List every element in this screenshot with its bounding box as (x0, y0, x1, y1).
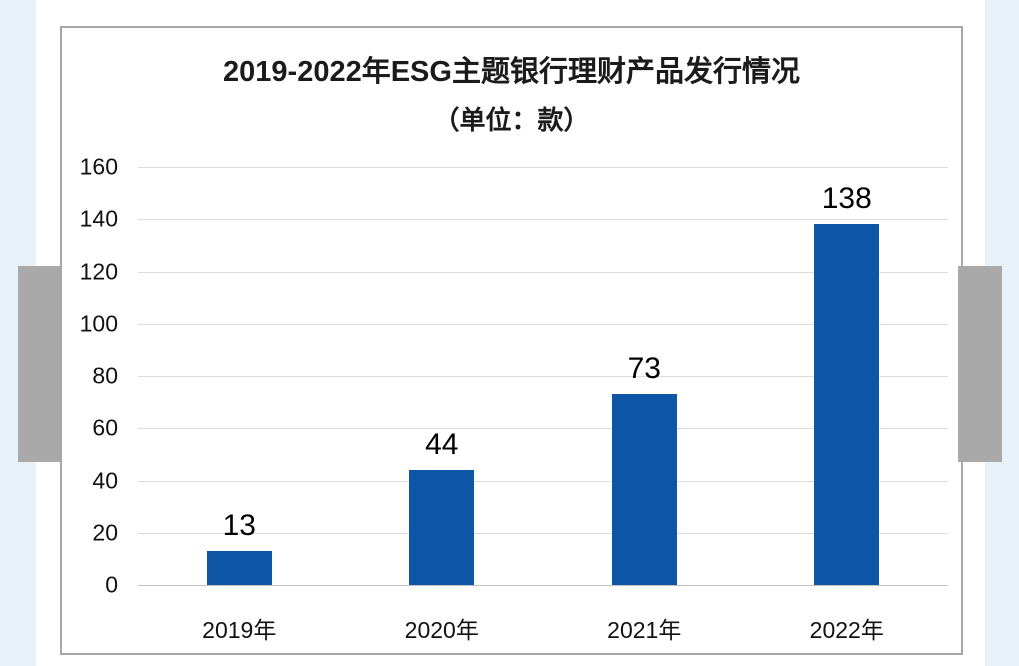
y-tick-label-140: 140 (79, 205, 118, 232)
gridline-0 (138, 585, 948, 586)
bar-value-label-2021年: 73 (627, 352, 661, 386)
y-tick-label-160: 160 (79, 153, 118, 180)
carousel-handle-right[interactable] (958, 266, 1002, 462)
chart-title: 2019-2022年ESG主题银行理财产品发行情况 (223, 56, 800, 88)
gridline-140 (138, 219, 948, 221)
gridline-20 (138, 532, 948, 534)
bar-value-label-2022年: 138 (821, 182, 872, 216)
chart-subtitle: （单位：款） (433, 105, 590, 135)
bar-2022年 (814, 224, 880, 585)
carousel-handle-left[interactable] (18, 266, 62, 462)
x-tick-label-2021年: 2021年 (607, 617, 682, 643)
bar-2019年 (206, 551, 272, 585)
y-tick-label-120: 120 (79, 258, 118, 284)
bar-2021年 (611, 394, 677, 585)
gridline-160 (138, 167, 948, 168)
y-tick-label-80: 80 (92, 362, 118, 389)
gridline-100 (138, 323, 948, 325)
x-tick-label-2020年: 2020年 (404, 617, 479, 643)
x-tick-label-2022年: 2022年 (809, 617, 884, 643)
chart-frame: 2019-2022年ESG主题银行理财产品发行情况 （单位：款） 0 20 40 60… (60, 26, 963, 655)
bar-value-label-2019年: 13 (222, 509, 256, 543)
bar-value-label-2020年: 44 (425, 428, 459, 462)
y-tick-label-60: 60 (92, 414, 118, 441)
y-tick-label-20: 20 (92, 519, 118, 546)
y-tick-label-40: 40 (92, 467, 118, 493)
gridline-40 (138, 480, 948, 482)
y-tick-label-0: 0 (105, 571, 118, 598)
y-tick-label-100: 100 (79, 310, 118, 337)
plot-area: 0 20 40 60 80 100 120 140 160 13 2019年 44 2020年 73 202… (80, 154, 948, 643)
gridline-60 (138, 428, 948, 430)
bar-2020年 (409, 470, 475, 585)
gridline-80 (138, 376, 948, 377)
x-tick-label-2019年: 2019年 (202, 617, 277, 643)
gridline-120 (138, 271, 948, 273)
